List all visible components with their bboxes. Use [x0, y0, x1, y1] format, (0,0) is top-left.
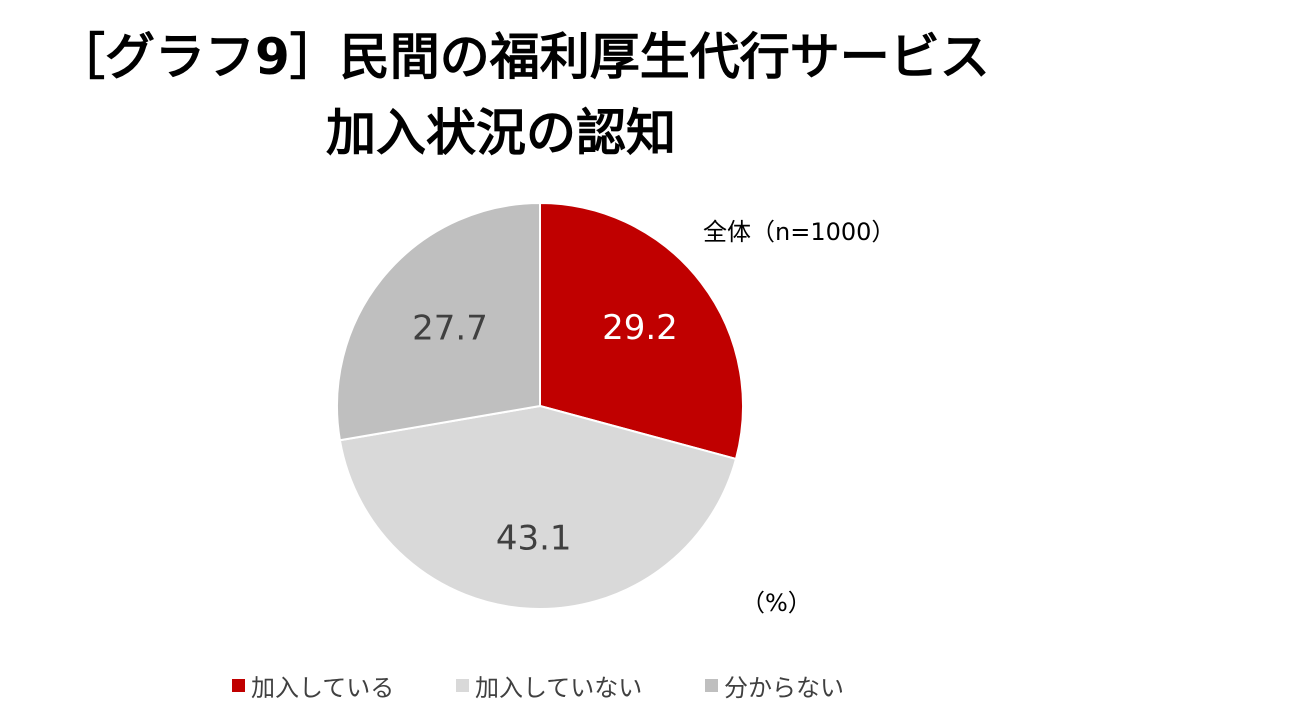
chart-title-line-1: ［グラフ9］民間の福利厚生代行サービス	[55, 28, 990, 86]
legend-label-unknown: 分からない	[724, 673, 844, 702]
legend-swatch-unknown	[705, 678, 718, 692]
slice-unknown	[336, 201, 541, 442]
data-label-joined: 29.2	[602, 308, 678, 348]
legend-label-joined: 加入している	[251, 673, 395, 702]
legend: 加入している 加入していない 分からない	[0, 668, 1289, 702]
legend-item-not-joined: 加入していない	[456, 668, 642, 702]
legend-swatch-joined	[232, 678, 245, 692]
legend-item-joined: 加入している	[232, 668, 394, 702]
unit-note: （%）	[741, 589, 812, 617]
sample-size-note: 全体（n=1000）	[703, 218, 896, 246]
chart-title-line-2: 加入状況の認知	[326, 104, 676, 162]
data-label-unknown: 27.7	[412, 309, 488, 349]
legend-swatch-not-joined	[456, 678, 469, 692]
legend-label-not-joined: 加入していない	[475, 673, 643, 702]
slice-not-joined	[338, 404, 738, 610]
data-label-not-joined: 43.1	[496, 518, 572, 558]
legend-item-unknown: 分からない	[705, 668, 844, 702]
slice-joined	[539, 201, 744, 461]
